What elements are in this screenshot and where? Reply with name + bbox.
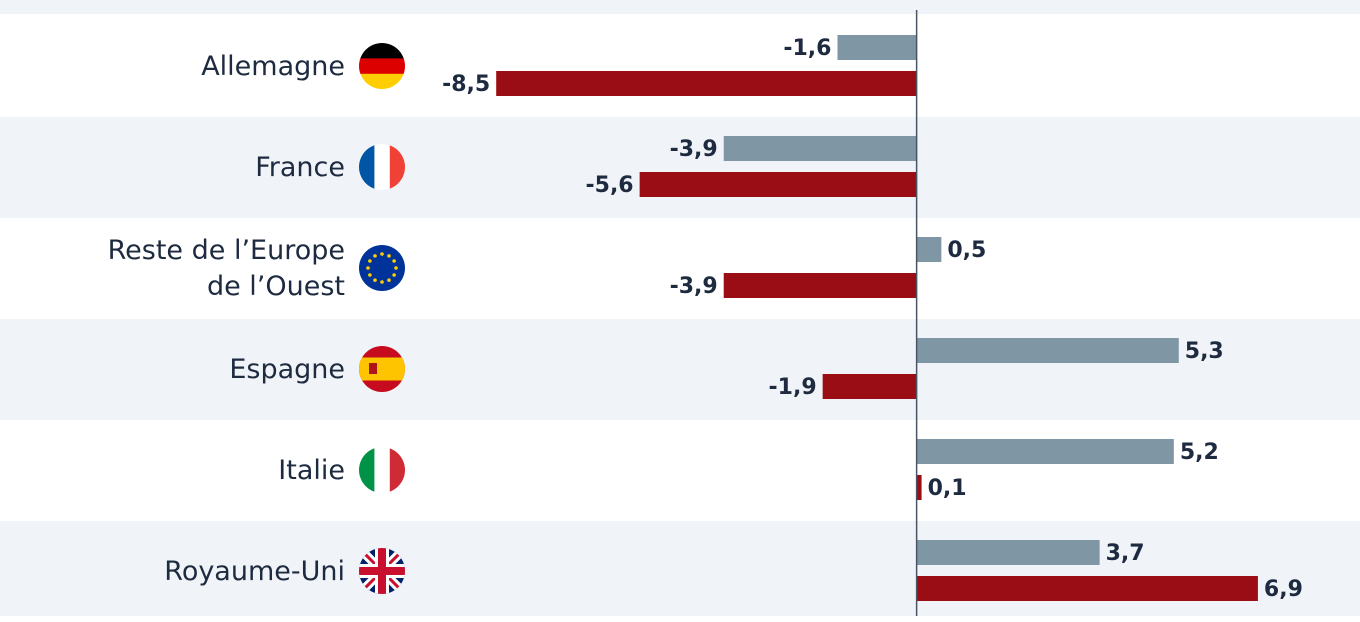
bar [916, 576, 1258, 601]
value-label: 5,2 [1180, 440, 1219, 465]
value-label: 6,9 [1264, 577, 1303, 602]
value-label: -1,9 [769, 375, 817, 400]
flag-emblem [369, 363, 377, 374]
flag-star [366, 266, 370, 270]
flag-stripe [389, 447, 405, 493]
flag-bg [359, 245, 405, 291]
flag-stripe [359, 144, 375, 190]
value-label: 0,1 [928, 476, 967, 501]
bar [916, 475, 922, 500]
flag-star [380, 280, 384, 284]
bar [916, 237, 942, 262]
row-band [0, 420, 1360, 521]
flag-star [392, 273, 396, 277]
flag-stripe [359, 58, 405, 74]
category-label: Allemagne [201, 50, 345, 82]
flag-cross [359, 548, 405, 594]
row-band [0, 0, 1360, 14]
bar [916, 540, 1100, 565]
flag [359, 43, 405, 89]
category-label: France [255, 151, 345, 183]
flag-star [380, 252, 384, 256]
category-label: Espagne [229, 353, 345, 385]
flag-stripe [359, 43, 405, 59]
bar [496, 71, 917, 96]
category-label: Royaume-Uni [164, 555, 345, 587]
flag-stripe [359, 357, 405, 381]
flag-stripe [374, 447, 390, 493]
bar [723, 136, 917, 161]
flag-star [368, 259, 372, 263]
flag-star [387, 254, 391, 258]
flag-stripe [359, 447, 375, 493]
flag-stripe [374, 144, 390, 190]
category-label: Italie [278, 454, 345, 486]
bar [822, 374, 917, 399]
bar [639, 172, 917, 197]
flag [359, 245, 405, 291]
row-band [0, 319, 1360, 420]
flag-star [368, 273, 372, 277]
row-band [0, 117, 1360, 218]
value-label: 0,5 [947, 238, 986, 263]
value-label: -3,9 [670, 274, 718, 299]
flag-star [387, 278, 391, 282]
value-label: -1,6 [783, 36, 831, 61]
flag-stripe [359, 73, 405, 89]
value-label: -8,5 [442, 72, 490, 97]
bar [916, 338, 1179, 363]
bar [723, 273, 917, 298]
flag-star [392, 259, 396, 263]
flag-star [373, 254, 377, 258]
row-band [0, 218, 1360, 319]
flag [359, 548, 405, 594]
flag-star [394, 266, 398, 270]
bar [916, 439, 1174, 464]
flag [359, 447, 405, 493]
flag [359, 144, 405, 190]
row-band [0, 16, 1360, 117]
value-label: 3,7 [1106, 541, 1145, 566]
value-label: -5,6 [586, 173, 634, 198]
flag-star [373, 278, 377, 282]
value-label: -3,9 [670, 137, 718, 162]
flag [359, 346, 405, 392]
bar [837, 35, 917, 60]
value-label: 5,3 [1185, 339, 1224, 364]
category-label: Reste de l’Europe de l’Ouest [107, 234, 345, 302]
flag-stripe [389, 144, 405, 190]
